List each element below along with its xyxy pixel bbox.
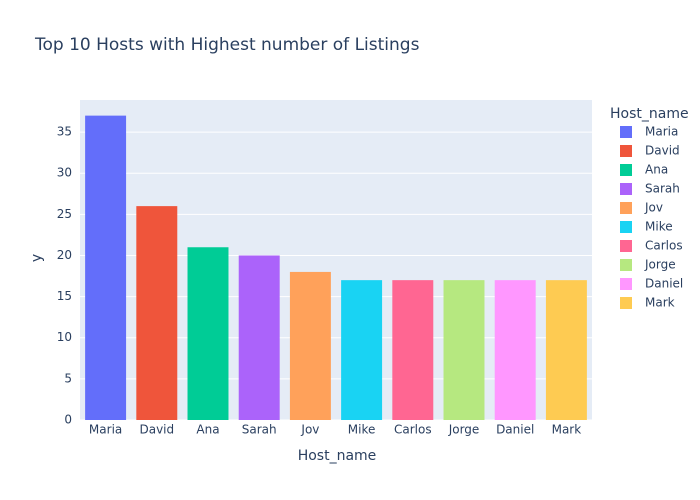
- x-tick-label: Daniel: [496, 423, 534, 437]
- legend-label: Mark: [645, 296, 675, 310]
- y-tick-label: 20: [57, 248, 72, 262]
- y-tick-label: 35: [57, 125, 72, 139]
- bar: [289, 271, 331, 420]
- legend-title: Host_name: [610, 106, 689, 122]
- bar: [341, 280, 383, 420]
- x-tick-label: Maria: [89, 423, 122, 437]
- bar: [238, 255, 280, 420]
- x-axis-label: Host_name: [298, 448, 377, 464]
- legend-label: Jorge: [644, 258, 676, 272]
- bar: [187, 247, 229, 420]
- x-tick-label: David: [139, 423, 174, 437]
- legend-label: Mike: [645, 220, 673, 234]
- legend-swatch: [620, 278, 632, 290]
- y-tick-label: 0: [64, 413, 72, 427]
- bar: [443, 280, 485, 420]
- legend-swatch: [620, 145, 632, 157]
- legend-swatch: [620, 297, 632, 309]
- legend-swatch: [620, 164, 632, 176]
- legend-label: David: [645, 144, 680, 158]
- x-tick-label: Sarah: [242, 423, 277, 437]
- bar: [494, 280, 536, 420]
- legend-label: Sarah: [645, 182, 680, 196]
- y-tick-label: 30: [57, 166, 72, 180]
- legend-swatch: [620, 259, 632, 271]
- legend-swatch: [620, 183, 632, 195]
- x-tick-label: Mike: [348, 423, 376, 437]
- x-tick-label: Ana: [196, 423, 219, 437]
- bar: [85, 115, 127, 420]
- y-tick-label: 10: [57, 330, 72, 344]
- y-tick-label: 15: [57, 289, 72, 303]
- x-tick-label: Jorge: [448, 423, 480, 437]
- bar: [545, 280, 587, 420]
- y-axis-label: y: [29, 254, 45, 262]
- legend-label: Daniel: [645, 277, 683, 291]
- legend-swatch: [620, 221, 632, 233]
- y-tick-label: 25: [57, 207, 72, 221]
- legend-label: Jov: [644, 201, 663, 215]
- legend-label: Carlos: [645, 239, 683, 253]
- x-tick-label: Jov: [300, 423, 319, 437]
- bar: [392, 280, 434, 420]
- legend-swatch: [620, 240, 632, 252]
- bar: [136, 206, 178, 420]
- chart-title: Top 10 Hosts with Highest number of List…: [34, 35, 420, 55]
- x-tick-label: Mark: [552, 423, 582, 437]
- legend-label: Ana: [645, 163, 668, 177]
- y-tick-label: 5: [64, 371, 72, 385]
- legend-label: Maria: [645, 125, 678, 139]
- legend-swatch: [620, 202, 632, 214]
- legend-swatch: [620, 126, 632, 138]
- x-tick-label: Carlos: [394, 423, 432, 437]
